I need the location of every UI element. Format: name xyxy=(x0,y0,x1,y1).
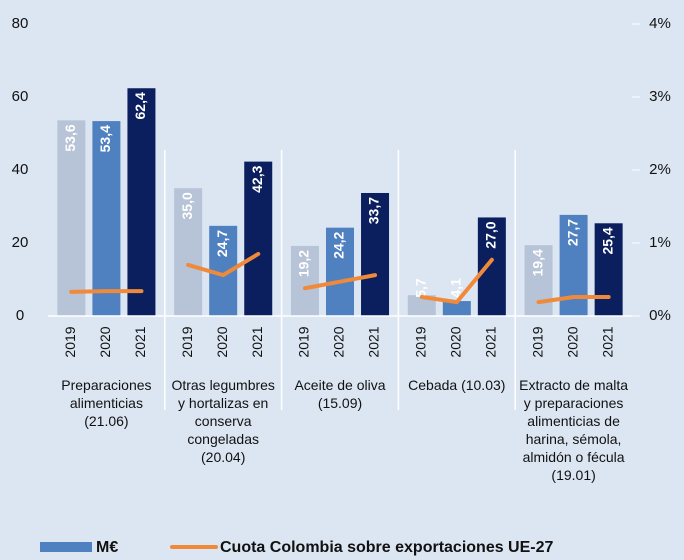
year-label: 2019 xyxy=(296,326,312,357)
year-label: 2021 xyxy=(599,326,615,357)
value-label: 25,4 xyxy=(599,227,615,254)
bar xyxy=(407,295,436,316)
bar xyxy=(524,245,553,316)
y2-tick-label: 3% xyxy=(649,88,671,105)
year-label: 2019 xyxy=(412,326,428,357)
value-label: 5,7 xyxy=(412,278,428,298)
year-label: 2020 xyxy=(331,326,347,357)
value-label: 62,4 xyxy=(132,92,148,119)
year-label: 2021 xyxy=(132,326,148,357)
share-line xyxy=(69,289,144,294)
group-label: Otras legumbres y hortalizas en conserva… xyxy=(171,377,275,465)
bar xyxy=(57,120,86,316)
year-label: 2019 xyxy=(179,326,195,357)
share-line xyxy=(536,295,611,305)
value-label: 27,7 xyxy=(564,219,580,246)
bar xyxy=(442,301,471,316)
legend-label: Cuota Colombia sobre exportaciones UE-27 xyxy=(220,539,554,556)
year-label: 2020 xyxy=(564,326,580,357)
share-line xyxy=(186,251,261,278)
value-label: 33,7 xyxy=(366,197,382,224)
bar xyxy=(127,88,156,317)
year-label: 2021 xyxy=(366,326,382,357)
share-line xyxy=(419,257,494,305)
value-label: 19,4 xyxy=(529,249,545,276)
value-label: 53,4 xyxy=(97,125,113,152)
value-label: 24,2 xyxy=(331,231,347,258)
year-label: 2020 xyxy=(214,326,230,357)
y2-tick-label: 4% xyxy=(649,15,671,32)
year-label: 2019 xyxy=(62,326,78,357)
group-label: Cebada (10.03) xyxy=(408,377,506,393)
legend-swatch xyxy=(40,542,92,552)
year-label: 2019 xyxy=(529,326,545,357)
bar xyxy=(326,227,354,316)
y-tick-label: 0 xyxy=(16,307,24,324)
y2-tick-label: 1% xyxy=(649,234,671,251)
value-label: 35,0 xyxy=(179,192,195,219)
year-label: 2021 xyxy=(249,326,265,357)
value-label: 19,2 xyxy=(296,250,312,277)
value-label: 53,6 xyxy=(62,124,78,151)
bar xyxy=(477,217,506,316)
group-label: Preparaciones alimenticias (21.06) xyxy=(61,377,152,429)
bar xyxy=(174,188,203,316)
value-label: 24,7 xyxy=(214,230,230,257)
y-tick-label: 60 xyxy=(12,88,29,105)
year-label: 2020 xyxy=(97,326,113,357)
bar xyxy=(290,245,319,316)
bar xyxy=(244,161,273,316)
share-line xyxy=(302,273,378,291)
y2-tick-label: 2% xyxy=(649,161,671,178)
year-label: 2021 xyxy=(483,326,499,357)
bar xyxy=(361,192,390,316)
value-label: 42,3 xyxy=(249,165,265,192)
y-tick-label: 20 xyxy=(12,234,29,251)
bar xyxy=(594,223,623,316)
value-label: 27,0 xyxy=(483,221,499,248)
year-label: 2020 xyxy=(448,326,464,357)
group-label: Extracto de malta y preparaciones alimen… xyxy=(519,377,629,483)
bar xyxy=(92,121,121,316)
y2-tick-label: 0% xyxy=(649,307,671,324)
value-label: 4,1 xyxy=(448,278,464,298)
y-tick-label: 40 xyxy=(12,161,29,178)
group-label: Aceite de oliva (15.09) xyxy=(294,377,386,411)
legend-label: M€ xyxy=(96,539,118,556)
y-tick-label: 80 xyxy=(12,15,29,32)
